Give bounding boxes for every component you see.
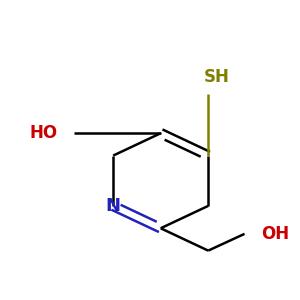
Text: OH: OH — [261, 225, 290, 243]
Text: HO: HO — [29, 124, 57, 142]
Text: N: N — [106, 197, 121, 215]
Text: SH: SH — [204, 68, 230, 86]
